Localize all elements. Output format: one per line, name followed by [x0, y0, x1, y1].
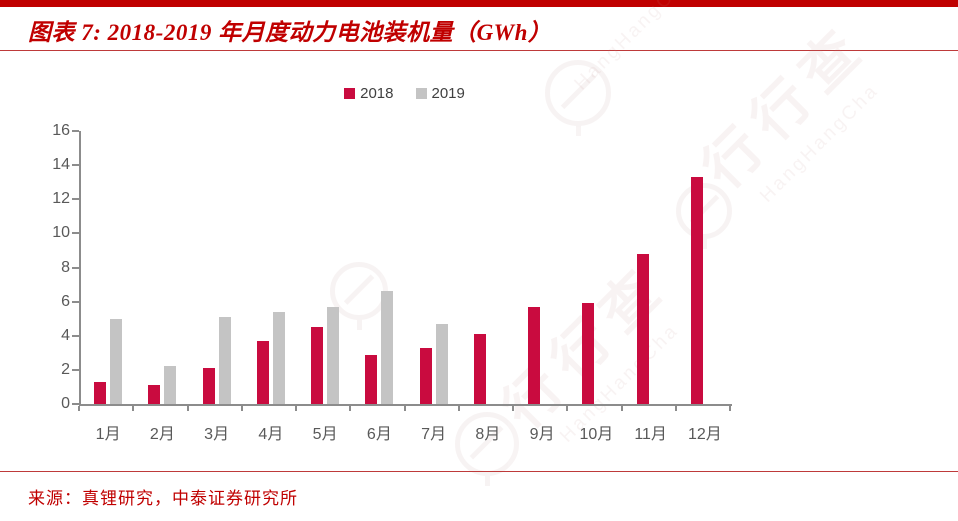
y-tick-label: 8: [61, 258, 70, 276]
y-tick-label: 6: [61, 292, 70, 310]
y-tick-mark: [72, 334, 79, 337]
x-tick-mark: [403, 406, 406, 411]
x-tick-mark: [566, 406, 569, 411]
x-tick-label: 11月: [634, 426, 667, 443]
x-tick-mark: [295, 406, 297, 411]
y-tick-mark: [72, 403, 79, 405]
x-tick-mark: [457, 406, 460, 411]
bar-2019-2月: [164, 366, 177, 404]
bar-2019-3月: [218, 316, 231, 404]
bar-2018-11月: [636, 253, 649, 404]
bar-2018-5月: [311, 327, 323, 404]
x-tick-mark: [78, 406, 80, 411]
x-tick-mark: [186, 406, 189, 411]
bar-2019-1月: [110, 318, 122, 404]
legend-swatch-2018-icon: [344, 87, 356, 99]
bar-2018-8月: [473, 334, 486, 404]
x-tick-label: 2月: [149, 426, 175, 443]
x-tick-label: 3月: [204, 426, 230, 443]
x-tick-label: 5月: [312, 426, 338, 443]
x-tick-label: 8月: [475, 426, 501, 443]
x-tick-label: 7月: [421, 426, 447, 443]
bar-2019-6月: [381, 291, 394, 404]
plot-area: [79, 131, 732, 406]
bar-2018-12月: [690, 177, 703, 404]
y-tick-mark: [72, 266, 79, 269]
y-tick-label: 12: [52, 190, 70, 208]
legend-label-2018: 2018: [360, 84, 394, 102]
y-tick-mark: [72, 368, 79, 371]
x-tick-mark: [132, 406, 135, 411]
y-tick-label: 14: [52, 156, 70, 174]
legend-label-2019: 2019: [431, 84, 465, 102]
x-tick-label: 6月: [366, 426, 392, 443]
y-tick-label: 10: [52, 224, 70, 242]
bar-2018-2月: [148, 385, 161, 404]
legend-item-2019: 2019: [415, 84, 465, 102]
x-tick-mark: [349, 406, 352, 411]
y-tick-mark: [72, 232, 79, 235]
title-divider-line: [0, 50, 958, 51]
y-tick-mark: [72, 198, 79, 201]
x-tick-mark: [729, 406, 731, 411]
y-tick-label: 2: [61, 360, 70, 378]
legend-item-2018: 2018: [344, 84, 394, 102]
x-tick-label: 1月: [95, 426, 121, 443]
y-tick-mark: [72, 130, 79, 132]
y-tick-label: 16: [52, 122, 70, 139]
x-tick-label: 9月: [529, 426, 555, 443]
bar-2018-10月: [582, 303, 595, 404]
bar-2018-9月: [528, 306, 540, 404]
x-tick-mark: [512, 406, 514, 411]
bar-2018-3月: [202, 368, 215, 404]
bar-2018-7月: [419, 347, 432, 404]
bar-2018-1月: [94, 381, 106, 404]
x-tick-label: 12月: [687, 426, 722, 443]
y-tick-mark: [72, 300, 79, 303]
footer-divider-line: [0, 471, 958, 472]
legend-swatch-2019-icon: [415, 87, 427, 99]
y-tick-label: 0: [61, 395, 70, 412]
bar-2019-7月: [435, 323, 448, 404]
x-tick-label: 4月: [258, 426, 284, 443]
bar-2018-6月: [365, 354, 378, 404]
bar-2019-5月: [327, 306, 339, 404]
y-tick-label: 4: [61, 326, 70, 344]
figure-title: 图表 7: 2018-2019 年月度动力电池装机量（GWh）: [28, 20, 552, 45]
x-tick-label: 10月: [579, 426, 614, 443]
x-tick-mark: [674, 406, 677, 411]
top-accent-bar: [0, 0, 958, 7]
x-tick-mark: [620, 406, 623, 411]
bar-2019-4月: [272, 311, 285, 404]
chart-legend: 2018 2019: [79, 84, 730, 102]
y-tick-mark: [72, 164, 79, 167]
source-note: 来源：真锂研究，中泰证券研究所: [28, 489, 298, 508]
bar-2018-4月: [256, 340, 269, 404]
x-tick-mark: [240, 406, 243, 411]
